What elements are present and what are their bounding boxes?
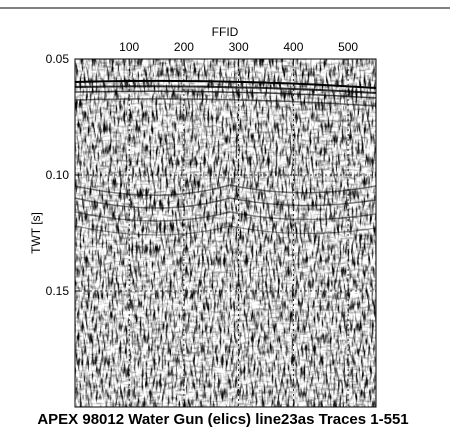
y-axis-label: TWT [s] — [29, 212, 43, 254]
x-tick-label: 400 — [283, 40, 303, 54]
chart-title: APEX 98012 Water Gun (elics) line23as Tr… — [37, 411, 408, 428]
x-axis-label: FFID — [212, 25, 239, 39]
x-tick-label: 300 — [229, 40, 249, 54]
y-tick-label: 0.10 — [46, 168, 70, 182]
x-tick-label: 200 — [174, 40, 194, 54]
plot-frame — [74, 58, 377, 408]
seismic-image — [75, 59, 376, 407]
x-tick-label: 100 — [119, 40, 139, 54]
y-tick-label: 0.05 — [46, 52, 70, 66]
y-tick-label: 0.15 — [46, 284, 70, 298]
x-tick-label: 500 — [338, 40, 358, 54]
